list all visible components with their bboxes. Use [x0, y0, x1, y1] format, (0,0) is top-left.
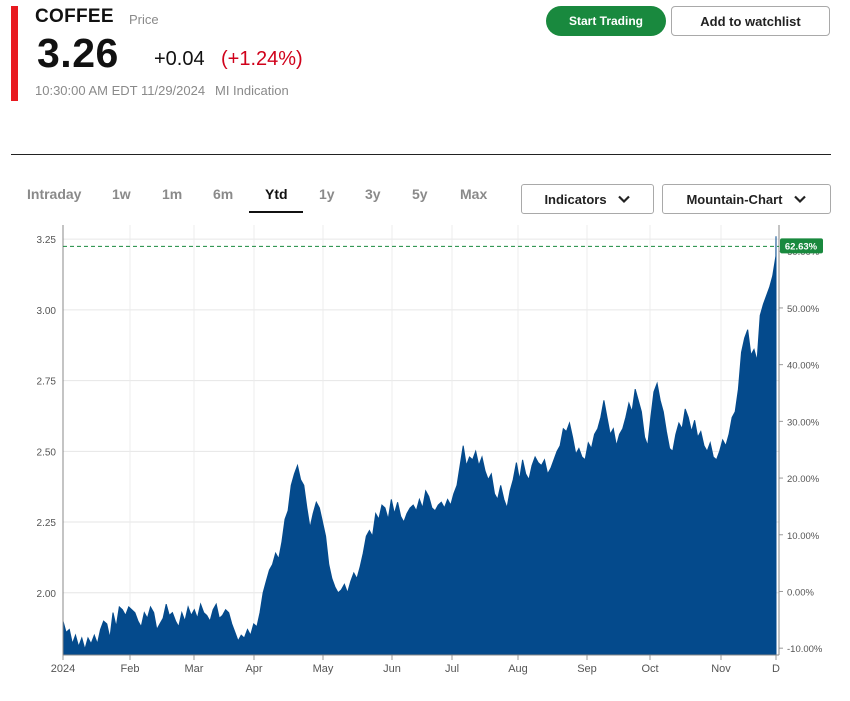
y-tick-label: 2.75 — [37, 377, 57, 388]
x-tick-label: Jul — [445, 663, 459, 675]
quote-source: MI Indication — [215, 83, 289, 98]
y-right-tick-label: 30.00% — [787, 417, 820, 428]
y-right-tick-label: 50.00% — [787, 304, 820, 315]
price-change-percent: (+1.24%) — [221, 48, 303, 70]
last-price: 3.26 — [37, 30, 119, 76]
x-tick-label: Aug — [508, 663, 528, 675]
x-tick-label: May — [313, 663, 334, 675]
add-to-watchlist-button[interactable]: Add to watchlist — [671, 6, 830, 36]
x-tick-label: Nov — [711, 663, 731, 675]
y-right-tick-label: 10.00% — [787, 531, 820, 542]
indicators-label: Indicators — [544, 191, 607, 207]
x-tick-label: Feb — [121, 663, 140, 675]
price-label: Price — [129, 12, 159, 27]
last-value-label: 62.63% — [785, 241, 818, 252]
indicators-dropdown[interactable]: Indicators — [521, 184, 654, 214]
chevron-down-icon — [617, 195, 630, 204]
accent-bar — [11, 6, 18, 101]
y-right-tick-label: 20.00% — [787, 474, 820, 485]
instrument-symbol: COFFEE — [35, 6, 114, 27]
y-right-tick-label: 40.00% — [787, 361, 820, 372]
tab-1y[interactable]: 1y — [319, 186, 335, 202]
chevron-down-icon — [793, 195, 806, 204]
price-chart[interactable]: 3.253.002.752.502.252.0060.00%50.00%40.0… — [0, 222, 850, 696]
x-tick-label: Apr — [245, 663, 262, 675]
quote-timestamp: 10:30:00 AM EDT 11/29/2024 — [35, 83, 206, 98]
tab-1w[interactable]: 1w — [112, 186, 131, 202]
price-change: +0.04 — [154, 48, 205, 70]
x-tick-label: 2024 — [51, 663, 75, 675]
tab-5y[interactable]: 5y — [412, 186, 428, 202]
chart-type-dropdown[interactable]: Mountain-Chart — [662, 184, 831, 214]
price-area-series — [62, 236, 777, 656]
price-chart-svg: 3.253.002.752.502.252.0060.00%50.00%40.0… — [37, 225, 823, 675]
x-tick-label: Mar — [185, 663, 204, 675]
chart-type-label: Mountain-Chart — [686, 191, 783, 207]
x-tick-label: Jun — [383, 663, 401, 675]
x-tick-label: D — [772, 663, 780, 675]
y-tick-label: 3.00 — [37, 306, 57, 317]
x-tick-label: Sep — [577, 663, 597, 675]
y-tick-label: 2.25 — [37, 518, 57, 529]
active-tab-indicator — [249, 211, 303, 213]
tab-6m[interactable]: 6m — [213, 186, 234, 202]
tab-3y[interactable]: 3y — [365, 186, 381, 202]
x-tick-label: Oct — [641, 663, 658, 675]
y-right-tick-label: -10.00% — [787, 644, 823, 655]
y-right-tick-label: 0.00% — [787, 587, 814, 598]
tab-1m[interactable]: 1m — [162, 186, 183, 202]
tab-ytd[interactable]: Ytd — [265, 186, 288, 202]
y-tick-label: 3.25 — [37, 235, 57, 246]
start-trading-button[interactable]: Start Trading — [546, 6, 666, 36]
tab-intraday[interactable]: Intraday — [27, 186, 82, 202]
y-tick-label: 2.00 — [37, 589, 57, 600]
last-value-badge — [780, 238, 823, 254]
tab-max[interactable]: Max — [460, 186, 488, 202]
y-tick-label: 2.50 — [37, 447, 57, 458]
section-divider — [11, 154, 831, 155]
